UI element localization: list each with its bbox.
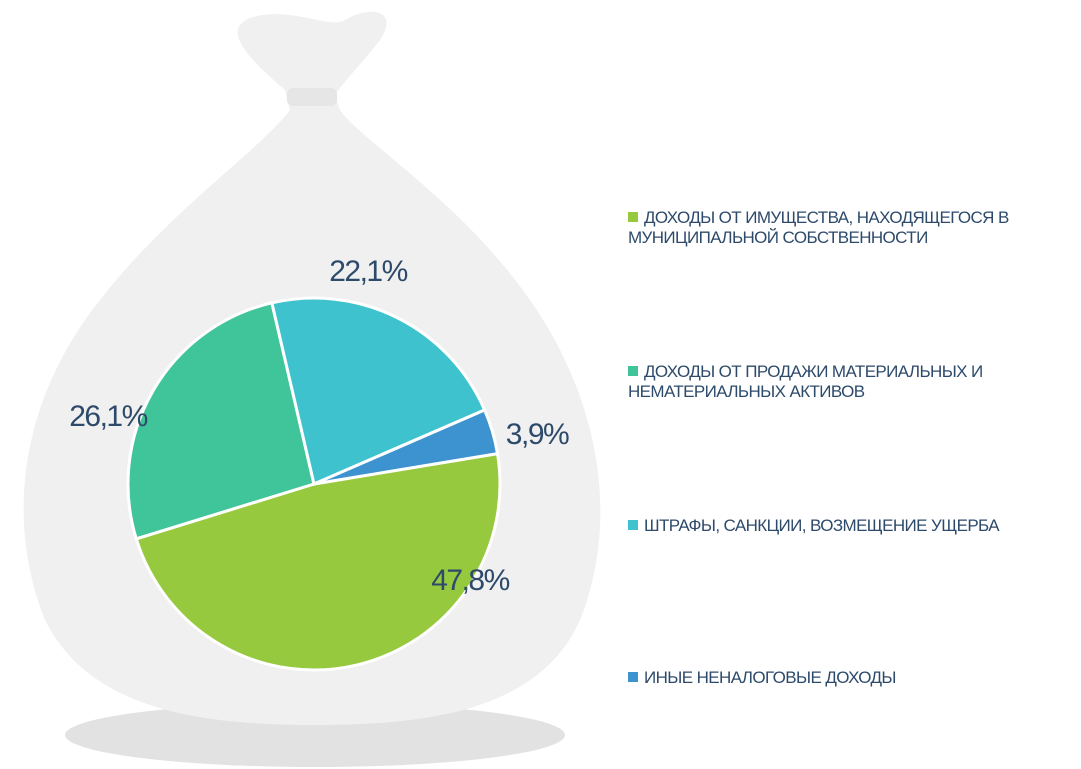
legend-label: ШТРАФЫ, САНКЦИИ, ВОЗМЕЩЕНИЕ УЩЕРБА bbox=[644, 516, 999, 535]
value-label: 22,1% bbox=[329, 255, 407, 288]
value-label: 3,9% bbox=[506, 418, 569, 451]
legend-label: ДОХОДЫ ОТ ПРОДАЖИ МАТЕРИАЛЬНЫХ И НЕМАТЕР… bbox=[628, 362, 983, 401]
legend-item: ШТРАФЫ, САНКЦИИ, ВОЗМЕЩЕНИЕ УЩЕРБА bbox=[628, 516, 1068, 536]
bag-tie bbox=[287, 88, 337, 106]
legend-swatch bbox=[628, 212, 638, 222]
legend-swatch bbox=[628, 520, 638, 530]
value-label: 26,1% bbox=[69, 400, 147, 433]
legend-label: ИНЫЕ НЕНАЛОГОВЫЕ ДОХОДЫ bbox=[644, 668, 896, 687]
legend-item: ДОХОДЫ ОТ ИМУЩЕСТВА, НАХОДЯЩЕГОСЯ В МУНИ… bbox=[628, 208, 1068, 248]
page: 47,8% 26,1% 22,1% 3,9% ДОХОДЫ ОТ ИМУЩЕСТВА,… bbox=[0, 0, 1081, 769]
legend-swatch bbox=[628, 672, 638, 682]
value-label: 47,8% bbox=[431, 564, 509, 597]
legend-item: ДОХОДЫ ОТ ПРОДАЖИ МАТЕРИАЛЬНЫХ И НЕМАТЕР… bbox=[628, 362, 1068, 402]
legend-label: ДОХОДЫ ОТ ИМУЩЕСТВА, НАХОДЯЩЕГОСЯ В МУНИ… bbox=[628, 208, 1009, 247]
legend-swatch bbox=[628, 366, 638, 376]
legend-item: ИНЫЕ НЕНАЛОГОВЫЕ ДОХОДЫ bbox=[628, 668, 1068, 688]
